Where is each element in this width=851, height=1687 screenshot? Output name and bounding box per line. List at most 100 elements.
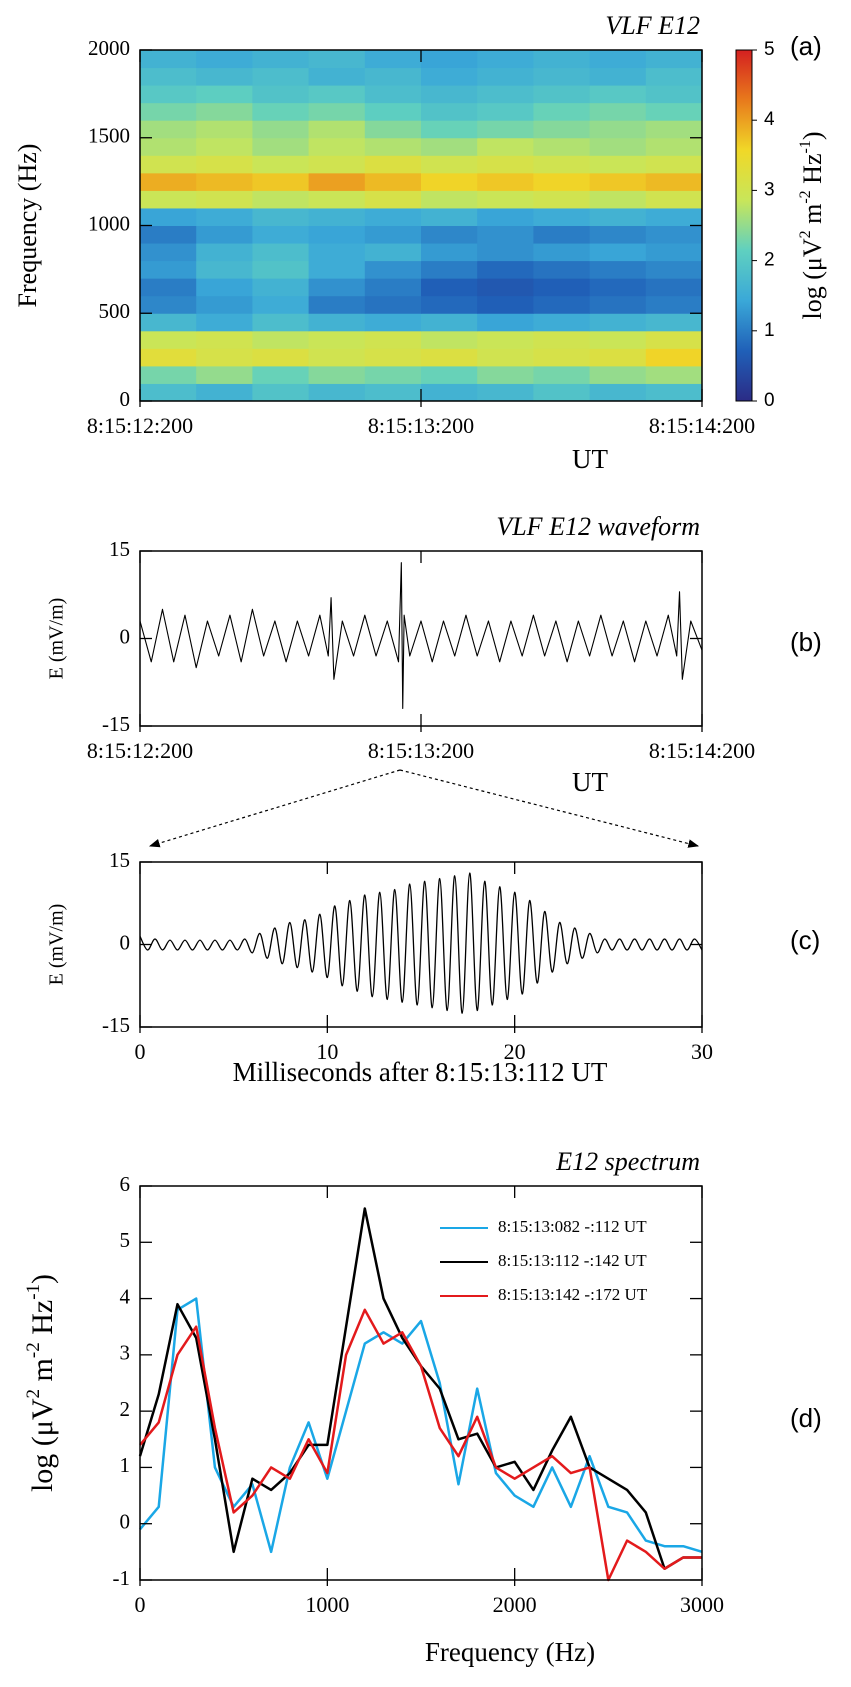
heatmap-cell <box>196 278 253 297</box>
heatmap-cell <box>308 155 366 174</box>
heatmap-cell <box>140 243 197 262</box>
heatmap-cell <box>364 330 422 349</box>
heatmap-cell <box>645 137 703 156</box>
y-tick-label: 0 <box>120 930 131 954</box>
legend-label: 8:15:13:112 -:142 UT <box>498 1251 647 1270</box>
heatmap-cell <box>252 348 310 367</box>
heatmap-cell <box>533 383 591 402</box>
data-line <box>139 562 703 710</box>
heatmap-cell <box>421 243 478 262</box>
heatmap-cell <box>196 155 253 174</box>
heatmap-cell <box>477 225 534 244</box>
heatmap-cell <box>421 190 478 209</box>
heatmap-cell <box>477 313 534 332</box>
y-tick-label: 0 <box>120 387 131 411</box>
heatmap-cell <box>421 137 478 156</box>
heatmap-cell <box>308 137 366 156</box>
label-part: log (μV <box>26 1398 59 1492</box>
heatmap-cell <box>196 85 253 104</box>
heatmap-cell <box>252 243 310 262</box>
heatmap-cell <box>645 330 703 349</box>
heatmap-cell <box>645 102 703 121</box>
heatmap-cell <box>533 155 591 174</box>
x-tick-label: 8:15:12:200 <box>87 738 193 763</box>
colorbar-tick-label: 3 <box>764 179 775 200</box>
heatmap-cell <box>421 225 478 244</box>
heatmap-cell <box>645 295 703 314</box>
y-tick-label: 5 <box>120 1228 131 1252</box>
heatmap-cell <box>140 383 197 402</box>
label-part: m <box>798 204 827 231</box>
heatmap-cell <box>196 137 253 156</box>
heatmap-cell <box>196 383 253 402</box>
zoom-arrow <box>148 769 401 848</box>
heatmap-cell <box>477 243 534 262</box>
colorbar <box>735 49 753 402</box>
heatmap-cell <box>645 155 703 174</box>
heatmap-cell <box>533 207 591 226</box>
heatmap-cell <box>533 190 591 209</box>
heatmap-cell <box>477 155 534 174</box>
heatmap-cell <box>252 85 310 104</box>
heatmap-cell <box>533 348 591 367</box>
y-tick-label: 3 <box>120 1341 131 1365</box>
panel-label: (a) <box>790 31 822 61</box>
heatmap-cell <box>645 348 703 367</box>
heatmap-cell <box>645 67 703 86</box>
heatmap-cell <box>589 330 647 349</box>
heatmap-cell <box>645 383 703 402</box>
heatmap-cell <box>533 67 591 86</box>
heatmap-cell <box>533 278 591 297</box>
heatmap-cell <box>421 120 478 139</box>
heatmap-cell <box>308 50 366 69</box>
heatmap-cell <box>589 348 647 367</box>
x-tick-label: 20 <box>504 1039 526 1064</box>
heatmap-cell <box>252 278 310 297</box>
heatmap-cell <box>308 295 366 314</box>
heatmap-cell <box>477 348 534 367</box>
superscript: 2 <box>797 230 814 238</box>
heatmap-cell <box>252 102 310 121</box>
superscript: -1 <box>797 140 814 153</box>
y-tick-label: 0 <box>120 624 131 648</box>
heatmap-cell <box>196 243 253 262</box>
heatmap-cell <box>140 50 197 69</box>
heatmap-cell <box>252 172 310 191</box>
axis-label: Frequency (Hz) <box>13 144 42 308</box>
heatmap-cell <box>196 348 253 367</box>
y-tick-label: 15 <box>109 537 130 561</box>
heatmap-cell <box>421 313 478 332</box>
heatmap-cell <box>589 260 647 279</box>
heatmap-cell <box>140 155 197 174</box>
heatmap-cell <box>140 330 197 349</box>
heatmap-cell <box>477 172 534 191</box>
colorbar-tick-label: 2 <box>764 250 775 271</box>
data-line <box>139 1308 702 1582</box>
heatmap-cell <box>533 172 591 191</box>
heatmap-cell <box>196 67 253 86</box>
heatmap-cell <box>421 67 478 86</box>
x-tick-label: 2000 <box>493 1592 537 1617</box>
y-tick-label: 0 <box>120 1510 131 1534</box>
heatmap-cell <box>533 365 591 384</box>
heatmap-cell <box>196 207 253 226</box>
x-tick-label: 0 <box>135 1039 146 1064</box>
axis-label: Milliseconds after 8:15:13:112 UT <box>233 1057 608 1087</box>
heatmap-cell <box>364 365 422 384</box>
heatmap-cell <box>364 85 422 104</box>
heatmap-cell <box>421 295 478 314</box>
heatmap-cell <box>589 120 647 139</box>
chart-title: E12 spectrum <box>555 1147 700 1176</box>
heatmap-cell <box>533 137 591 156</box>
axis-label: UT <box>572 767 608 797</box>
y-tick-label: 1500 <box>88 124 130 148</box>
heatmap-cell <box>196 120 253 139</box>
label-part: Hz <box>26 1300 59 1342</box>
heatmap-cell <box>140 120 197 139</box>
heatmap-cell <box>477 383 534 402</box>
heatmap-cell <box>533 243 591 262</box>
heatmap-cell <box>308 207 366 226</box>
heatmap-cell <box>364 295 422 314</box>
heatmap-cell <box>252 67 310 86</box>
heatmap-cell <box>308 330 366 349</box>
